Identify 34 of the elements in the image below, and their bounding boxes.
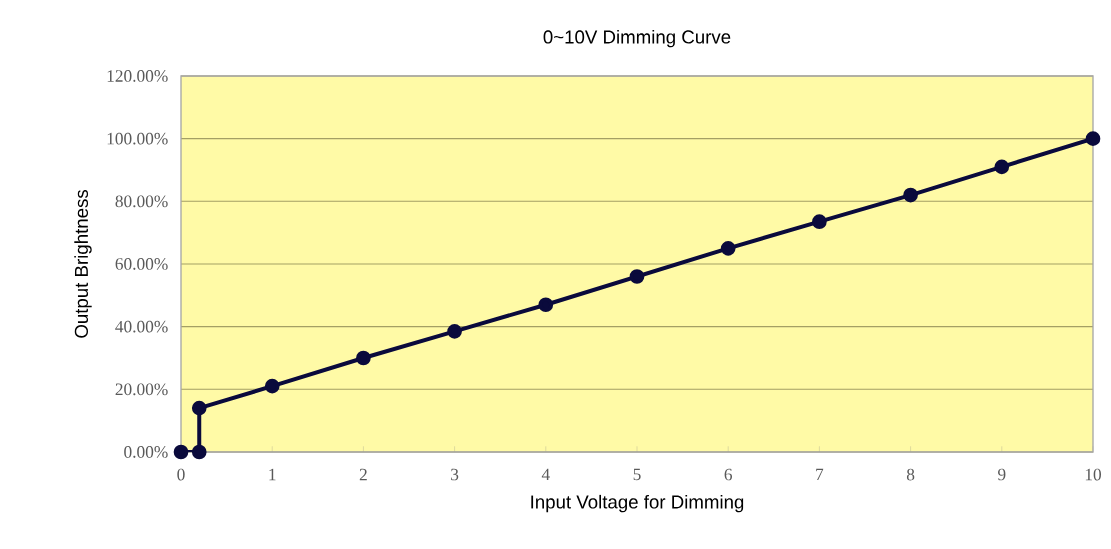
point xyxy=(720,240,736,256)
point xyxy=(994,159,1010,175)
point xyxy=(264,378,280,394)
point xyxy=(903,187,918,203)
x-tick-label: 8 xyxy=(906,468,915,481)
y-axis-title: Output Brightness xyxy=(74,189,92,338)
x-tick-label: 5 xyxy=(633,468,641,481)
x-axis-title: Input Voltage for Dimming xyxy=(531,494,744,513)
x-tick-label: 3 xyxy=(451,468,459,481)
x-tick-label: 6 xyxy=(724,468,733,481)
point xyxy=(1085,131,1101,146)
chart-title: 0~10V Dimming Curve xyxy=(543,29,731,48)
x-tick-label: 9 xyxy=(998,468,1006,481)
y-tick-label: 100.00% xyxy=(107,132,168,145)
point xyxy=(812,214,827,230)
x-tick-label: 2 xyxy=(359,468,367,481)
point xyxy=(191,400,207,416)
point xyxy=(538,297,554,313)
x-tick-label: 4 xyxy=(541,468,550,481)
x-tick-label: 7 xyxy=(816,468,824,481)
x-tick-label: 1 xyxy=(269,468,276,481)
x-tick-label: 0 xyxy=(177,468,185,481)
x-tick-label: 10 xyxy=(1085,468,1101,481)
y-tick-label: 40.00% xyxy=(115,320,168,333)
y-tick-label: 80.00% xyxy=(115,195,168,208)
point xyxy=(191,444,207,460)
point xyxy=(173,444,189,460)
point xyxy=(447,324,462,339)
point xyxy=(629,269,645,284)
y-tick-label: 0.00% xyxy=(124,446,168,458)
point xyxy=(356,350,371,366)
y-tick-label: 60.00% xyxy=(115,258,168,270)
y-tick-label: 20.00% xyxy=(115,383,168,396)
y-tick-label: 120.00% xyxy=(107,70,168,82)
